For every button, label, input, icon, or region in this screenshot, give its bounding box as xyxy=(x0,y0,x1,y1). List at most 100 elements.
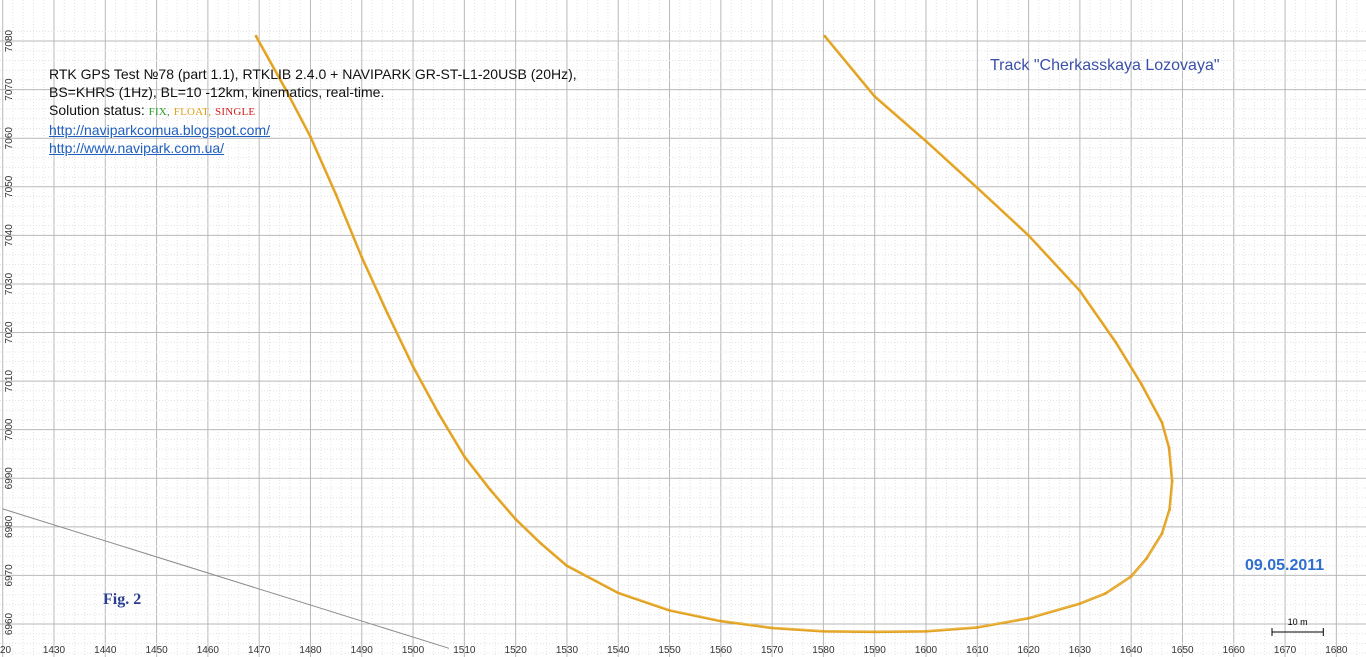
x-tick-label: 1650 xyxy=(1171,645,1194,656)
status-float: FLOAT, xyxy=(173,106,212,118)
status-fix: FIX, xyxy=(148,106,170,118)
y-tick-label: 7020 xyxy=(4,321,15,344)
track-point xyxy=(565,564,569,567)
y-tick-label: 7030 xyxy=(4,272,15,295)
x-tick-label: 1480 xyxy=(299,645,322,656)
solution-status-row: Solution status: FIX, FLOAT, SINGLE xyxy=(49,101,577,121)
x-tick-label: 1620 xyxy=(1017,645,1040,656)
x-tick-label: 1510 xyxy=(453,645,476,656)
y-tick-label: 6970 xyxy=(4,564,15,587)
y-tick-label: 7040 xyxy=(4,224,15,247)
track-point xyxy=(719,619,723,623)
axes: 1430 1440 1450 1460 1470 1480 1490 1500 1510 1520… xyxy=(0,29,1348,656)
track-series-float xyxy=(254,34,1174,634)
track-point xyxy=(1170,479,1174,483)
x-tick-label: 1530 xyxy=(556,645,579,656)
x-tick-label: 1460 xyxy=(197,645,220,656)
solution-status-label: Solution status: xyxy=(49,102,145,118)
y-tick-label: 7070 xyxy=(4,78,15,101)
x-tick-label: 1470 xyxy=(248,645,271,656)
test-info-block: RTK GPS Test №78 (part 1.1), RTKLIB 2.4.… xyxy=(49,65,577,157)
scale-bar-label: 10 m xyxy=(1288,617,1308,627)
x-tick-label: 1580 xyxy=(812,645,835,656)
track-point xyxy=(1140,382,1143,386)
track-point xyxy=(976,626,979,629)
y-tick-label: 6980 xyxy=(4,515,15,538)
blog-link[interactable]: http://naviparkcomua.blogspot.com/ xyxy=(49,122,271,138)
track-point xyxy=(1027,234,1030,237)
x-tick-label: 1490 xyxy=(351,645,374,656)
track-point xyxy=(770,626,774,630)
track-title: Track "Cherkasskaya Lozovaya" xyxy=(990,57,1220,74)
track-point xyxy=(924,139,928,143)
test-info-line-1: RTK GPS Test №78 (part 1.1), RTKLIB 2.4.… xyxy=(49,66,577,82)
track-point xyxy=(1160,532,1164,535)
track-point xyxy=(386,311,389,315)
y-tick-label: 7060 xyxy=(4,127,15,150)
y-tick-label: 7010 xyxy=(4,370,15,393)
x-tick-label: 1520 xyxy=(505,645,528,656)
track-point xyxy=(1167,446,1171,450)
track-point xyxy=(463,455,466,458)
track-point xyxy=(437,412,441,415)
x-tick-label: 1500 xyxy=(402,645,425,656)
track-point xyxy=(309,135,312,138)
track-point xyxy=(668,609,671,612)
track-point xyxy=(1027,616,1030,620)
track-point xyxy=(1078,289,1082,293)
track-point xyxy=(1104,592,1107,595)
website-link[interactable]: http://www.navipark.com.ua/ xyxy=(49,140,225,156)
track-point xyxy=(411,365,415,368)
track-point xyxy=(1145,557,1148,560)
x-tick-label: 1670 xyxy=(1274,645,1297,656)
track-point xyxy=(1160,421,1164,424)
track-point xyxy=(822,630,825,633)
y-tick-label: 7000 xyxy=(4,418,15,441)
track-point xyxy=(1114,340,1118,344)
date-label: 09.05.2011 xyxy=(1245,557,1325,574)
track-point xyxy=(360,255,364,259)
x-tick-label: 1440 xyxy=(94,645,117,656)
track-point xyxy=(514,517,517,521)
track-point xyxy=(254,34,258,38)
x-tick-label: 1430 xyxy=(43,645,66,656)
x-tick-label: 1450 xyxy=(145,645,168,656)
track-point xyxy=(334,193,338,196)
x-tick-label: 1570 xyxy=(761,645,784,656)
y-tick-label: 7050 xyxy=(4,175,15,198)
track-point xyxy=(1129,575,1133,578)
x-tick-label: 1590 xyxy=(864,645,887,656)
x-tick-label-partial: 20 xyxy=(0,645,12,656)
track-point xyxy=(924,630,928,633)
track-point xyxy=(873,95,876,98)
x-tick-label: 1540 xyxy=(607,645,630,656)
track-point xyxy=(616,591,620,595)
x-tick-label: 1680 xyxy=(1325,645,1348,656)
reference-line-segment xyxy=(2,508,450,649)
track-point xyxy=(1078,602,1082,605)
test-info-line-2: BS=KHRS (1Hz), BL=10 -12km, kinematics, … xyxy=(49,84,385,100)
track-point xyxy=(976,186,979,190)
x-tick-label: 1560 xyxy=(710,645,733,656)
y-tick-label: 7080 xyxy=(4,29,15,52)
x-tick-label: 1550 xyxy=(658,645,681,656)
track-point xyxy=(488,488,492,491)
track-point xyxy=(1168,508,1171,511)
track-point xyxy=(873,630,876,634)
status-single: SINGLE xyxy=(215,106,256,118)
track-point xyxy=(283,86,287,89)
y-tick-label: 6960 xyxy=(4,612,15,635)
x-tick-label: 1610 xyxy=(966,645,989,656)
x-tick-label: 1640 xyxy=(1120,645,1143,656)
figure-label: Fig. 2 xyxy=(103,591,142,608)
x-tick-label: 1600 xyxy=(915,645,938,656)
x-tick-label: 1660 xyxy=(1223,645,1246,656)
x-tick-label: 1630 xyxy=(1069,645,1092,656)
scale-bar: 10 m xyxy=(1271,617,1324,636)
track-point xyxy=(540,542,543,546)
y-tick-label: 6990 xyxy=(4,467,15,490)
track-point xyxy=(823,34,827,38)
